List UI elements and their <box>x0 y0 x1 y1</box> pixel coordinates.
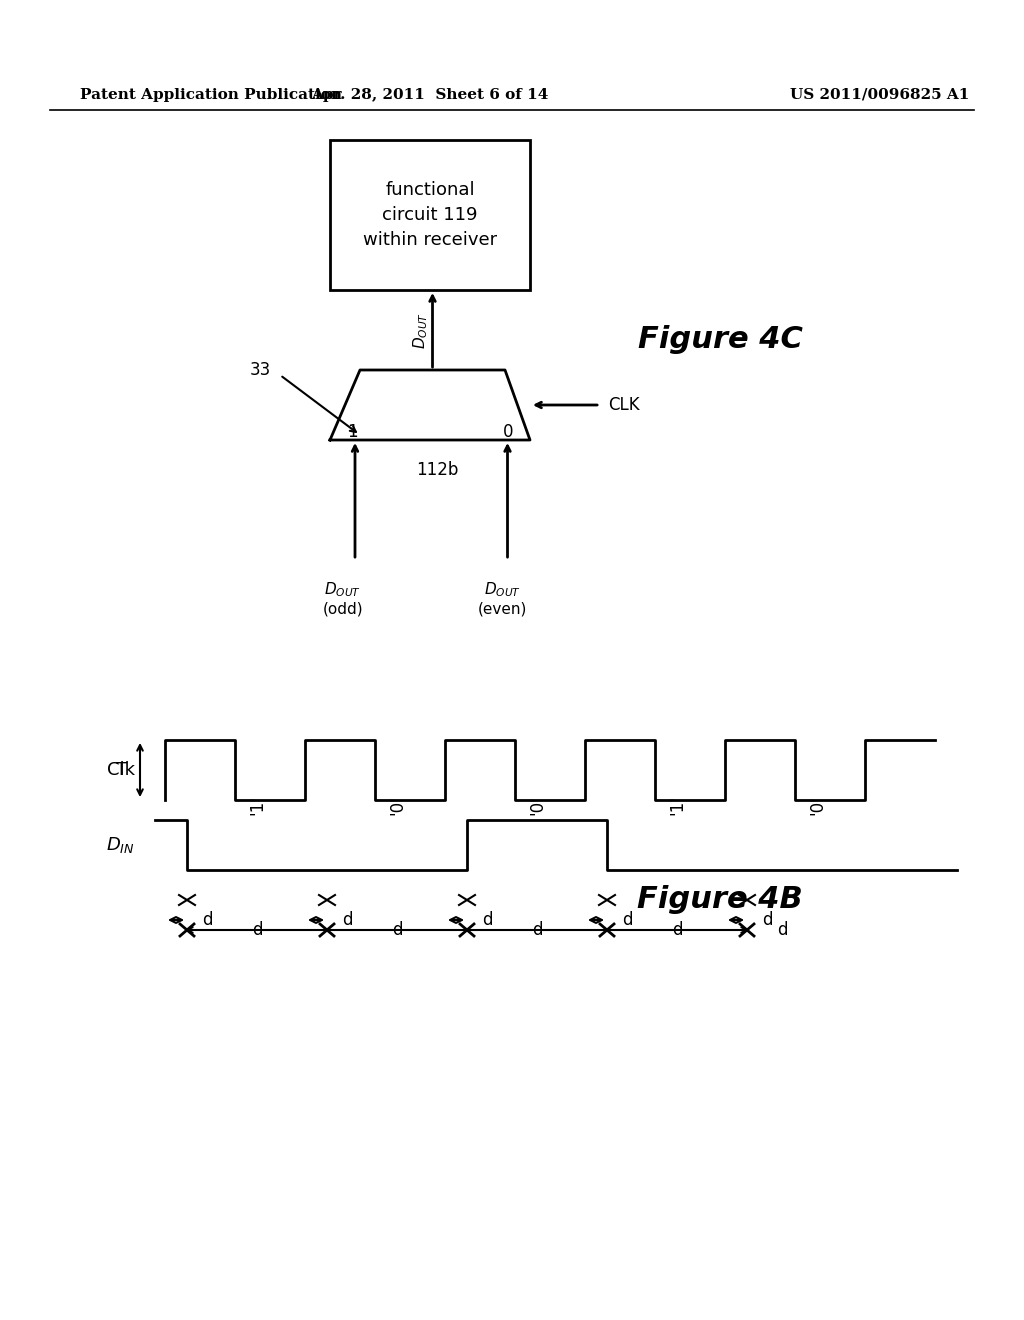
Text: '1': '1' <box>668 795 686 814</box>
Text: d: d <box>762 911 772 929</box>
Text: Figure 4C: Figure 4C <box>638 326 803 355</box>
Text: d: d <box>482 911 493 929</box>
Text: Clk: Clk <box>106 762 135 779</box>
Text: CLK: CLK <box>608 396 640 414</box>
Text: Figure 4B: Figure 4B <box>637 886 803 915</box>
Text: '0': '0' <box>388 795 406 814</box>
Text: '0': '0' <box>528 795 546 814</box>
Text: T: T <box>117 762 128 779</box>
Text: '0': '0' <box>808 795 826 814</box>
Text: d: d <box>672 921 682 939</box>
Text: d: d <box>342 911 352 929</box>
Text: d: d <box>531 921 543 939</box>
Text: functional
circuit 119
within receiver: functional circuit 119 within receiver <box>362 181 497 249</box>
Text: US 2011/0096825 A1: US 2011/0096825 A1 <box>791 88 970 102</box>
Text: $D_{IN}$: $D_{IN}$ <box>106 836 135 855</box>
Text: d: d <box>392 921 402 939</box>
Text: 33: 33 <box>250 360 270 379</box>
Bar <box>330 140 530 290</box>
Text: d: d <box>622 911 633 929</box>
Text: d: d <box>777 921 787 939</box>
Text: '1': '1' <box>248 795 266 814</box>
Text: $D_{OUT}$
(even): $D_{OUT}$ (even) <box>478 579 527 616</box>
Text: $D_{OUT}$
(odd): $D_{OUT}$ (odd) <box>323 579 364 616</box>
Text: Apr. 28, 2011  Sheet 6 of 14: Apr. 28, 2011 Sheet 6 of 14 <box>311 88 549 102</box>
Text: $D_{OUT}$: $D_{OUT}$ <box>412 312 430 348</box>
Text: d: d <box>202 911 213 929</box>
Text: 1: 1 <box>347 422 357 441</box>
Text: Patent Application Publication: Patent Application Publication <box>80 88 342 102</box>
Text: 0: 0 <box>503 422 513 441</box>
Text: d: d <box>252 921 262 939</box>
Text: 112b: 112b <box>417 461 459 479</box>
